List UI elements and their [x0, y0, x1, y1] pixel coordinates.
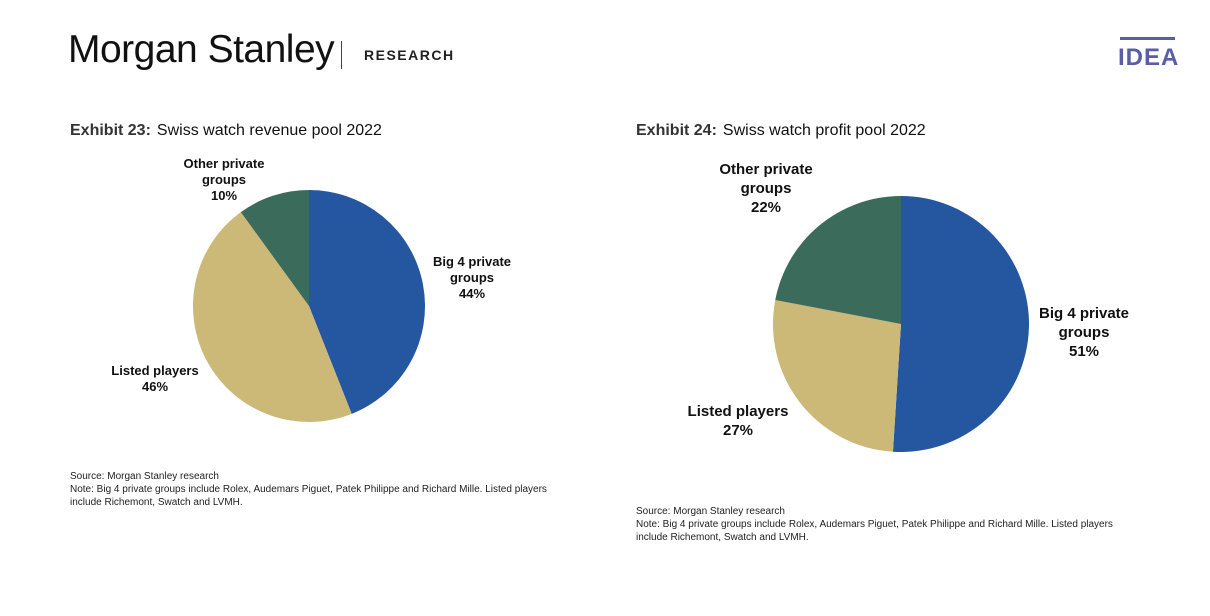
profit-slice-label-0: Big 4 private groups 51%: [1039, 305, 1129, 360]
revenue-slice-label-2: Other private groups 10%: [184, 156, 265, 203]
exhibit-24-number: Exhibit 24:: [636, 122, 717, 139]
exhibit-23-title: Exhibit 23: Swiss watch revenue pool 2022: [70, 122, 382, 140]
exhibit-24-title: Exhibit 24: Swiss watch profit pool 2022: [636, 122, 926, 140]
idea-accent-bar: [1120, 37, 1175, 40]
revenue-slice-label-1: Listed players 46%: [111, 363, 198, 394]
exhibit-23-note-line: include Richemont, Swatch and LVMH.: [70, 497, 243, 508]
exhibit-24-note-line: include Richemont, Swatch and LVMH.: [636, 532, 809, 543]
profit-slice-label-2: Other private groups 22%: [719, 161, 812, 216]
revenue-slice-1: [192, 212, 352, 423]
revenue-slice-2: [240, 190, 309, 306]
exhibit-24-source: Source: Morgan Stanley research Note: Bi…: [636, 505, 1113, 544]
exhibit-23-number: Exhibit 23:: [70, 122, 151, 139]
exhibit-23-title-text: Swiss watch revenue pool 2022: [156, 122, 382, 139]
exhibit-24-note-line: Note: Big 4 private groups include Rolex…: [636, 519, 1113, 530]
section-label: RESEARCH: [364, 47, 455, 63]
exhibit-23-source: Source: Morgan Stanley research Note: Bi…: [70, 470, 547, 509]
exhibit-23-note-line: Note: Big 4 private groups include Rolex…: [70, 484, 547, 495]
profit-slice-2: [775, 196, 901, 324]
exhibit-23-source-line: Source: Morgan Stanley research: [70, 471, 219, 482]
exhibit-24-source-line: Source: Morgan Stanley research: [636, 506, 785, 517]
brand-logo: Morgan Stanley: [68, 28, 335, 71]
exhibit-24-title-text: Swiss watch profit pool 2022: [722, 122, 926, 139]
revenue-slice-0: [309, 190, 426, 414]
profit-slice-1: [772, 300, 901, 452]
profit-slice-0: [892, 196, 1029, 452]
revenue-slice-label-0: Big 4 private groups 44%: [433, 254, 511, 301]
logo-divider: [341, 41, 342, 69]
profit-slice-label-1: Listed players 27%: [688, 403, 789, 439]
idea-badge: IDEA: [1118, 44, 1180, 71]
